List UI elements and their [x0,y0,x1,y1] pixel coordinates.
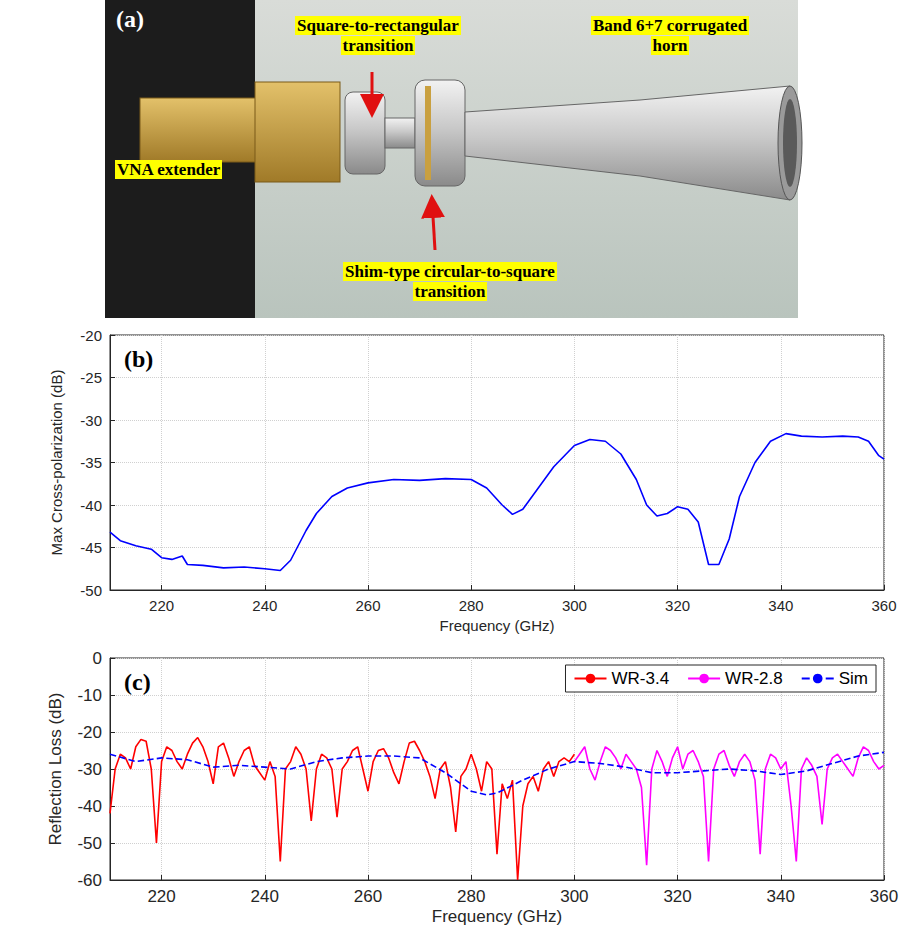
svg-text:300: 300 [562,597,587,614]
svg-text:Sim: Sim [839,669,868,688]
svg-text:220: 220 [147,887,175,906]
svg-text:-50: -50 [77,834,102,853]
svg-text:320: 320 [665,597,690,614]
svg-text:360: 360 [871,597,896,614]
svg-text:-30: -30 [77,760,102,779]
svg-text:-25: -25 [80,369,102,386]
svg-text:260: 260 [354,887,382,906]
svg-text:-40: -40 [77,797,102,816]
svg-text:340: 340 [767,887,795,906]
svg-text:-30: -30 [80,412,102,429]
svg-text:0: 0 [93,649,102,668]
svg-text:-40: -40 [80,497,102,514]
svg-text:340: 340 [768,597,793,614]
svg-text:WR-2.8: WR-2.8 [725,669,783,688]
svg-text:-50: -50 [80,582,102,599]
svg-text:-10: -10 [77,686,102,705]
svg-text:220: 220 [149,597,174,614]
svg-text:320: 320 [663,887,691,906]
svg-text:-35: -35 [80,454,102,471]
svg-text:360: 360 [870,887,898,906]
svg-text:WR-3.4: WR-3.4 [611,669,669,688]
svg-text:Max Cross-polarization (dB): Max Cross-polarization (dB) [48,370,65,556]
svg-text:280: 280 [457,887,485,906]
svg-text:-60: -60 [77,871,102,890]
svg-text:260: 260 [355,597,380,614]
svg-text:240: 240 [252,597,277,614]
svg-text:(c): (c) [124,669,151,695]
html-text:Square-to-rectangular transiti: Square-to-rectangular transition [297,16,459,55]
svg-text:-45: -45 [80,539,102,556]
html-text:(a): (a) [116,6,144,32]
svg-text:300: 300 [560,887,588,906]
svg-text:Reflection Loss (dB): Reflection Loss (dB) [46,692,65,845]
svg-text:240: 240 [251,887,279,906]
html-text:VNA extender: VNA extender [117,160,221,179]
svg-text:Frequency (GHz): Frequency (GHz) [432,907,562,926]
html-text:Band 6+7 corrugated horn: Band 6+7 corrugated horn [592,16,748,55]
svg-text:-20: -20 [77,723,102,742]
svg-text:-20: -20 [80,327,102,344]
svg-text:Frequency (GHz): Frequency (GHz) [439,617,554,634]
html-text:Shim-type circular-to-square t: Shim-type circular-to-square transition [345,262,555,301]
svg-text:280: 280 [459,597,484,614]
svg-text:(b): (b) [124,346,153,372]
